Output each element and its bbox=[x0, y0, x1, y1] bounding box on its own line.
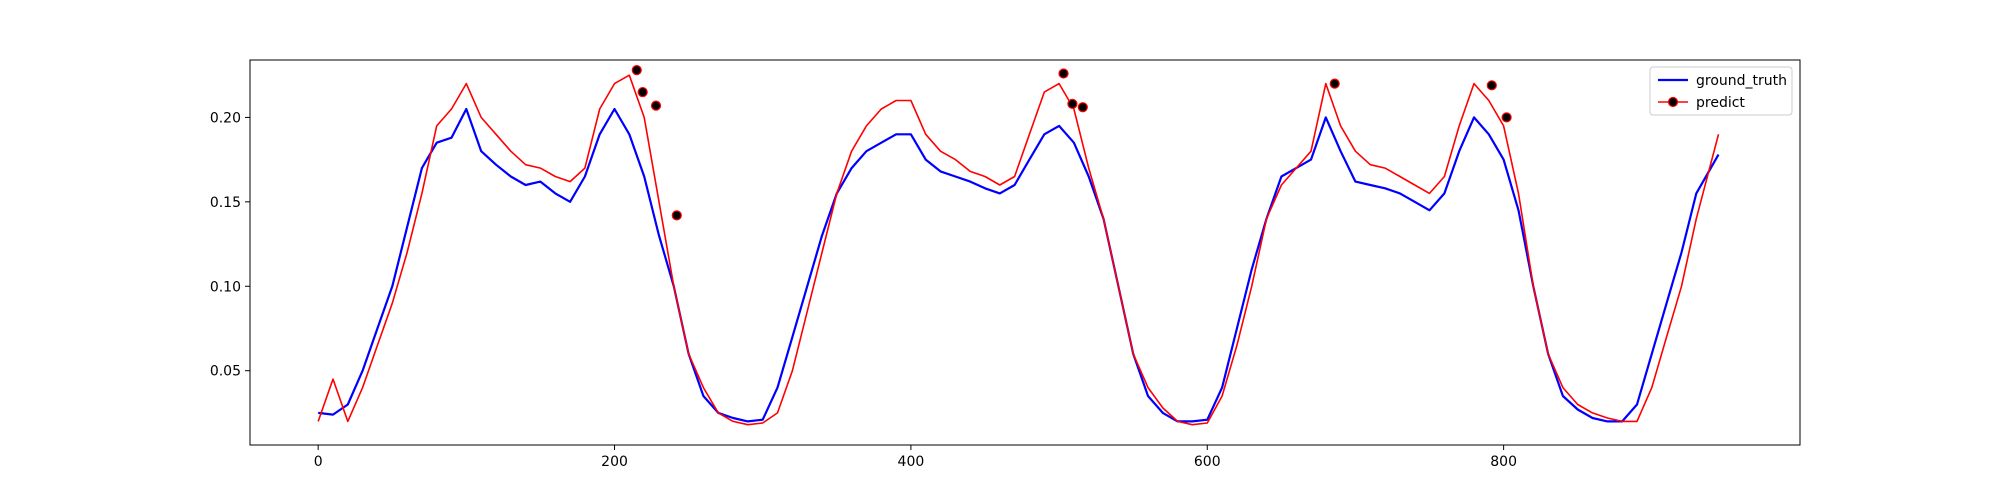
series-line-predict bbox=[317, 74, 1720, 426]
x-axis: 0 200 400 600 800 bbox=[314, 445, 1517, 470]
legend-label-predict: predict bbox=[1696, 95, 1745, 111]
predict-marker bbox=[631, 65, 642, 76]
x-tick-label: 200 bbox=[601, 454, 628, 470]
axes-frame bbox=[249, 59, 1801, 446]
predict-marker bbox=[1077, 102, 1088, 113]
predict-marker bbox=[1486, 80, 1497, 91]
y-tick-label: 0.15 bbox=[210, 195, 241, 211]
legend-marker bbox=[1667, 96, 1679, 108]
y-tick-label: 0.20 bbox=[210, 110, 241, 126]
predict-marker bbox=[1501, 112, 1512, 123]
y-axis: 0.05 0.10 0.15 0.20 bbox=[210, 110, 250, 380]
predict-marker bbox=[671, 210, 682, 221]
predict-marker bbox=[1067, 98, 1078, 110]
plot-area bbox=[249, 59, 1801, 446]
marker-layer bbox=[631, 65, 1512, 221]
x-tick-label: 600 bbox=[1194, 454, 1221, 470]
legend-label-ground_truth: ground_truth bbox=[1696, 73, 1787, 89]
predict-marker bbox=[1329, 78, 1340, 89]
y-tick-label: 0.05 bbox=[210, 364, 241, 380]
series-layer bbox=[317, 74, 1720, 426]
predict-marker bbox=[1058, 68, 1069, 79]
y-tick-label: 0.10 bbox=[210, 279, 241, 295]
predict-marker bbox=[650, 100, 662, 111]
x-tick-label: 0 bbox=[314, 454, 323, 470]
predict-marker bbox=[637, 86, 648, 98]
x-tick-label: 800 bbox=[1490, 454, 1517, 470]
x-tick-label: 400 bbox=[898, 454, 925, 470]
series-line-ground_truth bbox=[318, 107, 1720, 423]
